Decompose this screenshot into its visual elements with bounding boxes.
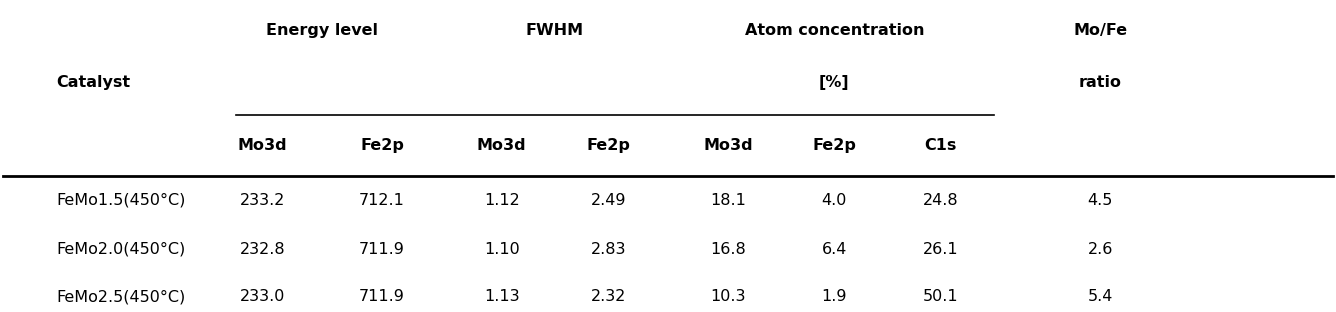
Text: 50.1: 50.1 — [923, 290, 958, 305]
Text: 712.1: 712.1 — [359, 193, 405, 208]
Text: 233.2: 233.2 — [239, 193, 285, 208]
Text: 5.4: 5.4 — [1088, 290, 1113, 305]
Text: 1.10: 1.10 — [484, 242, 520, 257]
Text: 10.3: 10.3 — [711, 290, 745, 305]
Text: C1s: C1s — [925, 138, 957, 153]
Text: Energy level: Energy level — [266, 23, 378, 38]
Text: Mo/Fe: Mo/Fe — [1073, 23, 1128, 38]
Text: 1.12: 1.12 — [484, 193, 520, 208]
Text: Mo3d: Mo3d — [238, 138, 287, 153]
Text: FeMo1.5(450°C): FeMo1.5(450°C) — [56, 193, 186, 208]
Text: FeMo2.0(450°C): FeMo2.0(450°C) — [56, 242, 186, 257]
Text: ratio: ratio — [1079, 75, 1122, 90]
Text: Atom concentration: Atom concentration — [744, 23, 925, 38]
Text: 4.0: 4.0 — [822, 193, 847, 208]
Text: 24.8: 24.8 — [923, 193, 958, 208]
Text: FeMo2.5(450°C): FeMo2.5(450°C) — [56, 290, 186, 305]
Text: 16.8: 16.8 — [709, 242, 745, 257]
Text: 232.8: 232.8 — [239, 242, 285, 257]
Text: 18.1: 18.1 — [709, 193, 745, 208]
Text: 1.9: 1.9 — [822, 290, 847, 305]
Text: 2.6: 2.6 — [1088, 242, 1113, 257]
Text: 711.9: 711.9 — [359, 290, 405, 305]
Text: 1.13: 1.13 — [484, 290, 520, 305]
Text: Catalyst: Catalyst — [56, 75, 130, 90]
Text: Fe2p: Fe2p — [359, 138, 403, 153]
Text: 2.83: 2.83 — [591, 242, 625, 257]
Text: Fe2p: Fe2p — [587, 138, 631, 153]
Text: 26.1: 26.1 — [923, 242, 958, 257]
Text: FWHM: FWHM — [526, 23, 584, 38]
Text: 6.4: 6.4 — [822, 242, 847, 257]
Text: [%]: [%] — [819, 75, 850, 90]
Text: 2.32: 2.32 — [591, 290, 625, 305]
Text: Mo3d: Mo3d — [477, 138, 526, 153]
Text: Mo3d: Mo3d — [703, 138, 752, 153]
Text: 2.49: 2.49 — [591, 193, 625, 208]
Text: 4.5: 4.5 — [1088, 193, 1113, 208]
Text: Fe2p: Fe2p — [812, 138, 856, 153]
Text: 233.0: 233.0 — [239, 290, 285, 305]
Text: 711.9: 711.9 — [359, 242, 405, 257]
